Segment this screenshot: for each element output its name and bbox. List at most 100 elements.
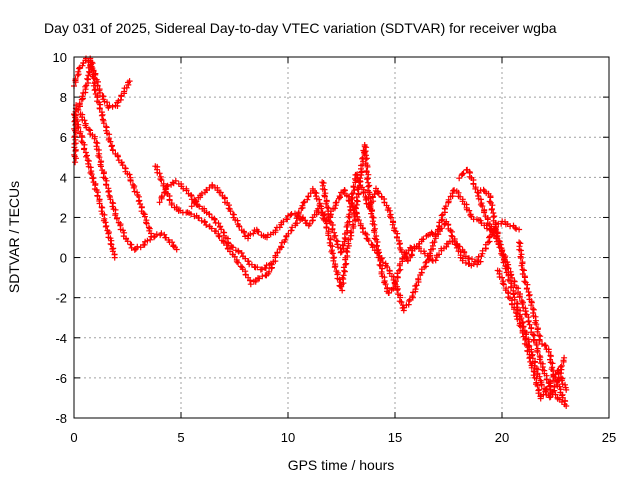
data-point-marker xyxy=(539,341,545,347)
data-point-marker xyxy=(346,211,353,218)
data-point-marker xyxy=(393,278,399,285)
data-point-marker xyxy=(89,60,96,67)
data-point-marker xyxy=(488,206,495,213)
data-point-marker xyxy=(91,87,98,94)
data-point-marker xyxy=(349,221,356,228)
data-point-marker xyxy=(98,208,105,215)
data-point-marker xyxy=(543,376,550,383)
data-point-marker xyxy=(347,206,354,213)
data-point-marker xyxy=(215,220,222,227)
data-point-marker xyxy=(306,220,313,227)
x-tick-label: 20 xyxy=(495,430,509,445)
data-point-marker xyxy=(555,370,562,377)
data-point-marker xyxy=(198,217,205,224)
data-point-marker xyxy=(192,198,199,204)
data-point-marker xyxy=(448,232,455,239)
data-point-marker xyxy=(531,368,538,375)
data-point-marker xyxy=(475,193,482,199)
data-point-marker xyxy=(500,259,507,266)
data-point-marker xyxy=(526,355,533,362)
data-point-marker xyxy=(542,342,549,349)
series-track-b xyxy=(71,111,118,261)
data-point-marker xyxy=(323,200,329,207)
data-point-marker xyxy=(396,241,403,248)
data-point-marker xyxy=(529,331,536,338)
data-point-marker xyxy=(466,255,472,262)
data-point-marker xyxy=(493,234,500,240)
data-point-marker xyxy=(394,234,400,241)
data-point-marker xyxy=(238,250,245,256)
data-point-marker xyxy=(267,260,274,267)
data-point-marker xyxy=(442,203,449,210)
data-point-marker xyxy=(111,254,118,261)
y-tick-label: 10 xyxy=(53,50,67,65)
data-point-marker xyxy=(502,265,509,272)
data-point-marker xyxy=(259,273,266,280)
data-point-marker xyxy=(511,306,517,313)
data-point-marker xyxy=(438,212,445,219)
data-point-marker xyxy=(390,285,397,291)
data-point-marker xyxy=(413,282,420,289)
data-point-marker xyxy=(299,202,306,209)
data-point-marker xyxy=(436,251,442,258)
data-point-marker xyxy=(563,386,570,393)
data-point-marker xyxy=(109,103,116,110)
data-point-marker xyxy=(330,257,337,264)
data-point-marker xyxy=(169,239,176,246)
data-point-marker xyxy=(241,229,248,236)
data-point-marker xyxy=(81,117,88,124)
data-point-marker xyxy=(534,328,541,335)
data-point-marker xyxy=(75,124,82,131)
data-point-marker xyxy=(373,243,380,250)
data-point-marker xyxy=(72,159,79,166)
data-point-marker xyxy=(467,212,474,219)
data-point-marker xyxy=(282,236,289,243)
data-point-marker xyxy=(516,294,523,301)
series-track-k xyxy=(477,186,568,401)
data-point-marker xyxy=(521,278,528,285)
data-point-marker xyxy=(518,298,525,304)
data-point-marker xyxy=(227,208,234,215)
data-point-marker xyxy=(215,232,222,239)
data-point-marker xyxy=(114,153,121,160)
data-point-marker xyxy=(382,281,389,288)
data-point-marker xyxy=(374,239,381,245)
data-point-marker xyxy=(331,264,338,271)
data-point-marker xyxy=(536,337,543,344)
data-point-marker xyxy=(342,236,349,243)
data-point-marker xyxy=(143,219,149,226)
data-point-marker xyxy=(140,210,147,217)
data-point-marker xyxy=(153,231,160,238)
data-point-marker xyxy=(499,274,505,281)
y-tick-label: 8 xyxy=(60,90,67,105)
data-point-marker xyxy=(305,193,312,200)
data-point-marker xyxy=(325,232,332,239)
data-point-marker xyxy=(406,298,413,304)
data-point-marker xyxy=(361,149,368,155)
data-point-marker xyxy=(289,224,296,231)
data-point-marker xyxy=(486,234,493,241)
data-point-marker xyxy=(408,251,415,258)
data-point-marker xyxy=(371,191,378,198)
data-point-marker xyxy=(96,154,103,161)
data-point-marker xyxy=(341,268,348,275)
data-point-marker xyxy=(71,133,78,140)
data-point-marker xyxy=(409,293,416,300)
data-point-marker xyxy=(272,227,279,234)
data-point-marker xyxy=(492,225,498,232)
data-point-marker xyxy=(83,153,89,160)
data-point-marker xyxy=(563,403,570,409)
data-point-marker xyxy=(389,221,396,228)
data-point-marker xyxy=(514,300,521,307)
data-point-marker xyxy=(196,203,203,210)
data-point-marker xyxy=(90,82,97,89)
y-tick-label: -4 xyxy=(55,331,67,346)
data-point-marker xyxy=(541,342,548,349)
data-point-marker xyxy=(94,193,101,200)
data-point-marker xyxy=(287,212,294,219)
data-point-marker xyxy=(255,228,262,235)
data-point-marker xyxy=(364,163,371,170)
data-point-marker xyxy=(360,190,367,196)
data-point-marker xyxy=(285,230,292,237)
data-point-marker xyxy=(435,231,442,238)
